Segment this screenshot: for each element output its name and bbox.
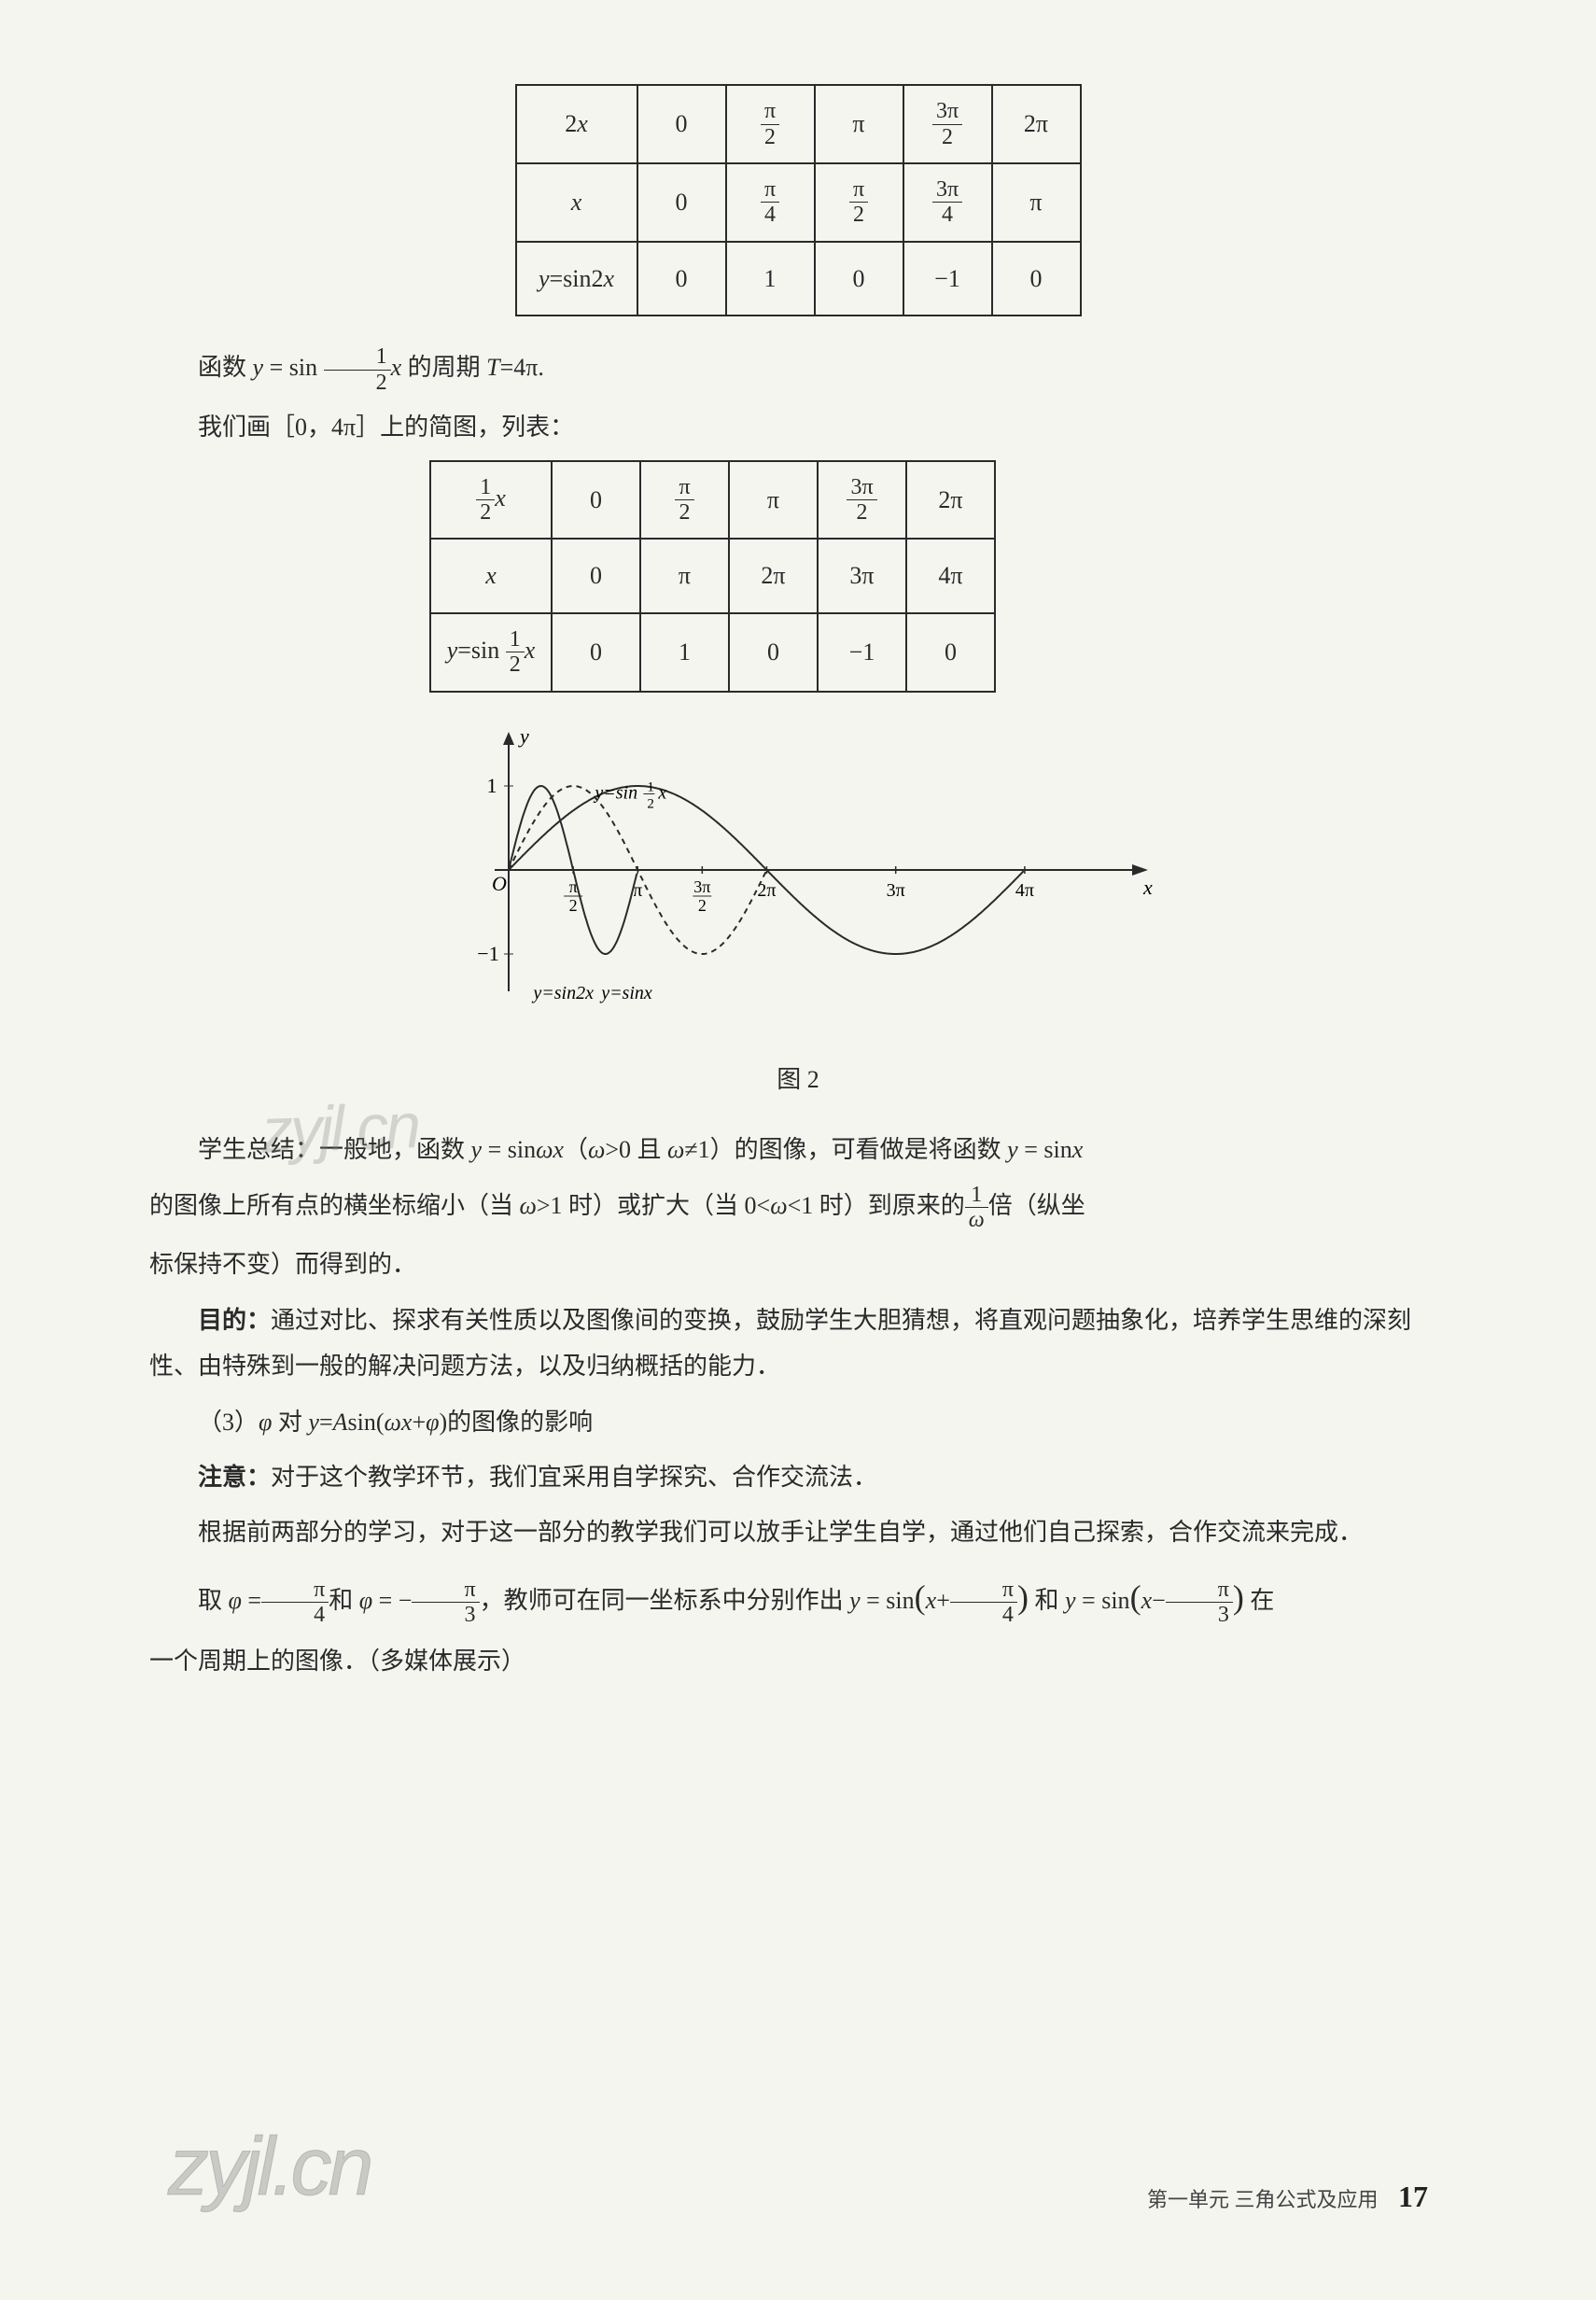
table-cell: −1 — [903, 242, 992, 316]
table-sinhalfx: 12x 0 π2 π 3π2 2π x 0 π 2π 3π 4π y=sin 1… — [429, 460, 996, 693]
table-cell: x — [430, 539, 552, 612]
para-draw: 我们画［0，4π］上的简图，列表： — [149, 404, 1447, 450]
para-phi-values: 取 φ =π4和 φ = −π3，教师可在同一坐标系中分别作出 y = sin(… — [149, 1565, 1447, 1629]
para-period: 函数 y = sin 12x 的周期 T=4π. — [149, 344, 1447, 395]
svg-text:O: O — [492, 872, 507, 895]
table-cell: 2x — [516, 85, 637, 163]
para-phi-values-2: 一个周期上的图像．（多媒体展示） — [149, 1638, 1447, 1684]
table-cell: 1 — [726, 242, 815, 316]
table-cell: x — [516, 163, 637, 242]
table-cell: 2π — [906, 461, 995, 540]
svg-text:x: x — [657, 782, 666, 803]
table-cell: 0 — [906, 613, 995, 692]
svg-text:3π: 3π — [887, 880, 905, 901]
figure-container: π2π3π22π3π4π1−1Oyxy=sin12xy=sin2xy=sinx … — [149, 721, 1447, 1117]
para-attention: 注意：对于这个教学环节，我们宜采用自学探究、合作交流法． — [149, 1454, 1447, 1500]
table-cell: 4π — [906, 539, 995, 612]
table-cell: 0 — [552, 461, 640, 540]
para-student-summary-3: 标保持不变）而得到的． — [149, 1241, 1447, 1287]
table-cell: 0 — [552, 613, 640, 692]
para-student-summary: 学生总结：一般地，函数 y = sinωx（ω>0 且 ω≠1）的图像，可看做是… — [149, 1127, 1447, 1172]
para-student-summary-2: 的图像上所有点的横坐标缩小（当 ω>1 时）或扩大（当 0<ω<1 时）到原来的… — [149, 1183, 1447, 1233]
svg-text:1: 1 — [647, 779, 654, 794]
svg-text:y=sinx: y=sinx — [599, 983, 652, 1003]
table-row: 12x 0 π2 π 3π2 2π — [430, 461, 995, 540]
table-body: 2x 0 π2 π 3π2 2π x 0 π4 π2 3π4 π y=sin2x… — [516, 85, 1081, 316]
page-content: 2x 0 π2 π 3π2 2π x 0 π4 π2 3π4 π y=sin2x… — [149, 84, 1447, 1685]
table-cell: 3π4 — [903, 163, 992, 242]
svg-text:2: 2 — [647, 796, 654, 811]
svg-text:3π: 3π — [693, 877, 710, 896]
table-cell: 0 — [637, 85, 726, 163]
table-cell: π — [815, 85, 903, 163]
svg-text:4π: 4π — [1015, 880, 1034, 901]
page-footer: 第一单元 三角公式及应用 17 — [1147, 2168, 1428, 2225]
table-cell: π2 — [726, 85, 815, 163]
table-cell: 3π — [818, 539, 906, 612]
table-cell: π — [640, 539, 729, 612]
svg-text:−1: −1 — [477, 942, 498, 965]
footer-unit: 第一单元 三角公式及应用 — [1147, 2188, 1379, 2211]
table-cell: 3π2 — [903, 85, 992, 163]
table-cell: 0 — [815, 242, 903, 316]
para-purpose: 目的：通过对比、探求有关性质以及图像间的变换，鼓励学生大胆猜想，将直观问题抽象化… — [149, 1297, 1447, 1390]
svg-text:x: x — [1142, 876, 1153, 899]
para-self-study: 根据前两部分的学习，对于这一部分的教学我们可以放手让学生自学，通过他们自己探索，… — [149, 1509, 1447, 1555]
svg-text:2: 2 — [569, 896, 578, 915]
svg-text:2: 2 — [698, 896, 707, 915]
table-cell: 2π — [992, 85, 1081, 163]
svg-text:1: 1 — [487, 774, 497, 797]
table-cell: π2 — [640, 461, 729, 540]
table-cell: y=sin2x — [516, 242, 637, 316]
svg-text:y: y — [518, 724, 529, 748]
table-cell: 1 — [640, 613, 729, 692]
table-cell: 0 — [729, 613, 818, 692]
table-cell: y=sin 12x — [430, 613, 552, 692]
table-cell: −1 — [818, 613, 906, 692]
table-row: y=sin2x 0 1 0 −1 0 — [516, 242, 1081, 316]
table-cell: 0 — [992, 242, 1081, 316]
table-cell: 0 — [552, 539, 640, 612]
watermark: zyjl.cn — [168, 2088, 371, 2244]
table-sin2x: 2x 0 π2 π 3π2 2π x 0 π4 π2 3π4 π y=sin2x… — [515, 84, 1082, 316]
table-row: x 0 π 2π 3π 4π — [430, 539, 995, 612]
table-row: y=sin 12x 0 1 0 −1 0 — [430, 613, 995, 692]
table-cell: π4 — [726, 163, 815, 242]
para-phi-title: （3）φ 对 y=Asin(ωx+φ)的图像的影响 — [149, 1399, 1447, 1445]
table-cell: 0 — [637, 242, 726, 316]
table-cell: 2π — [729, 539, 818, 612]
sine-chart: π2π3π22π3π4π1−1Oyxy=sin12xy=sin2xy=sinx — [434, 721, 1162, 1019]
footer-page-number: 17 — [1398, 2180, 1428, 2213]
table-row: x 0 π4 π2 3π4 π — [516, 163, 1081, 242]
figure-caption: 图 2 — [777, 1057, 819, 1102]
table-cell: 3π2 — [818, 461, 906, 540]
table-row: 2x 0 π2 π 3π2 2π — [516, 85, 1081, 163]
table-cell: π — [729, 461, 818, 540]
table-cell: π — [992, 163, 1081, 242]
table-cell: π2 — [815, 163, 903, 242]
svg-text:y=sin2x: y=sin2x — [531, 983, 594, 1003]
table-cell: 0 — [637, 163, 726, 242]
svg-text:y=sin: y=sin — [593, 782, 637, 803]
table-cell: 12x — [430, 461, 552, 540]
